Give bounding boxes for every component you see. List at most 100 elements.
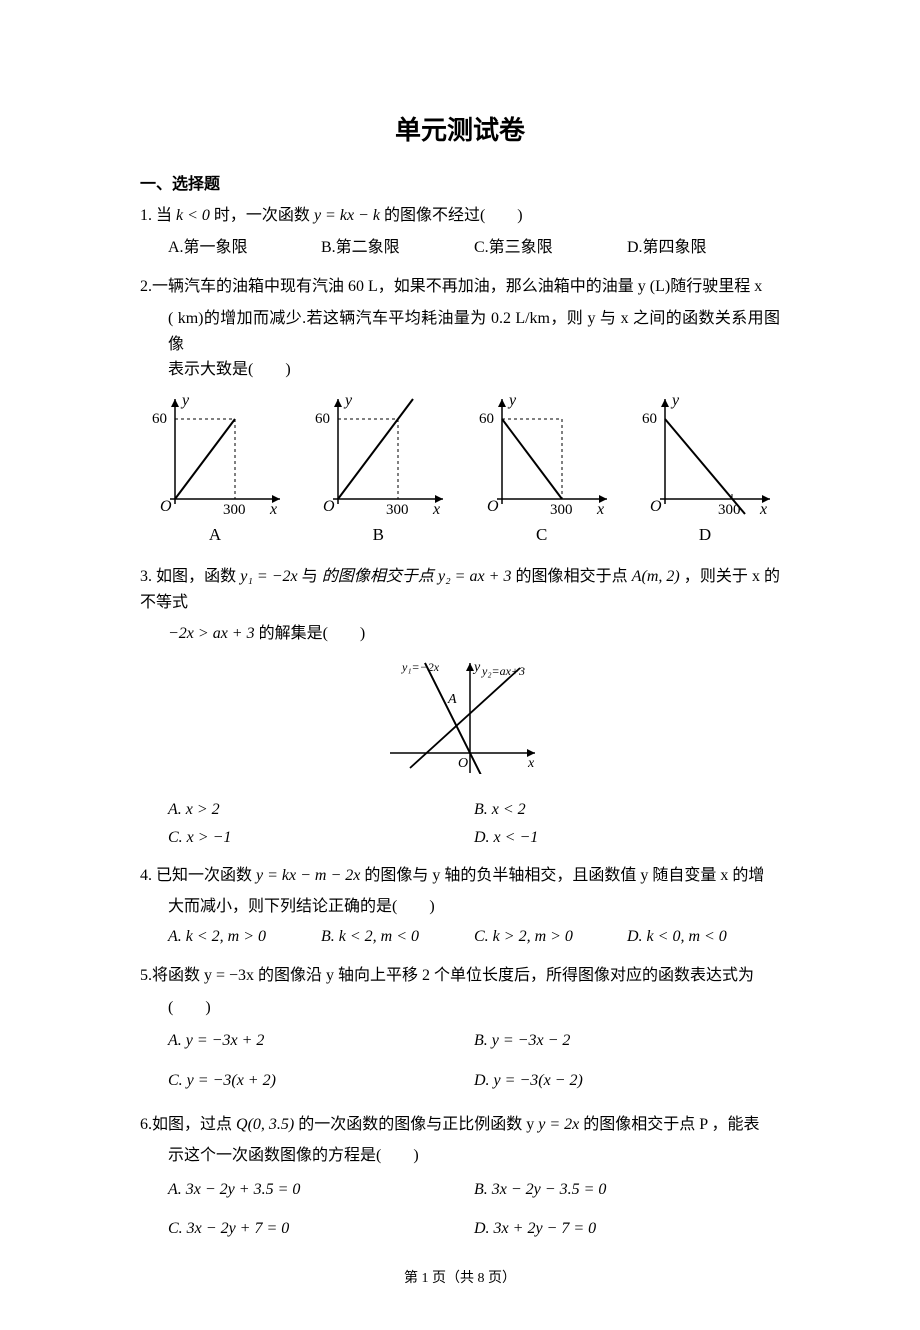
- q6-stem-a: 6.如图，过点: [140, 1116, 236, 1133]
- q4-stem-a: 4. 已知一次函数: [140, 867, 256, 884]
- q3-ineq: −2x > ax + 3: [168, 625, 255, 642]
- q5-opt-d: D. y = −3(x − 2): [474, 1068, 780, 1094]
- q1-stem-mid: 时，一次函数: [214, 207, 310, 224]
- q3-f1: y₁ = −2x: [240, 568, 297, 585]
- svg-text:x: x: [596, 501, 604, 518]
- svg-text:x: x: [269, 501, 277, 518]
- q1-opt-a: A.第一象限: [168, 235, 321, 261]
- q1-opt-c: C.第三象限: [474, 235, 627, 261]
- q4-stem-b: 的图像与 y 轴的负半轴相交，且函数值 y 随自变量 x 的增: [364, 867, 764, 884]
- q1-stem-prefix: 1. 当: [140, 207, 172, 224]
- question-5-line2: ( ): [140, 995, 780, 1021]
- q2-graphs: 60 300 O x y A 60 300 O x y B: [140, 389, 780, 548]
- svg-text:y₁=−2x: y₁=−2x: [401, 660, 440, 674]
- q6-stem-c: 的图像相交于点 P ，能表: [583, 1116, 759, 1133]
- svg-text:300: 300: [386, 502, 409, 518]
- q5-opts-row2: C. y = −3(x + 2) D. y = −3(x − 2): [140, 1068, 780, 1094]
- question-4-line2: 大而减小，则下列结论正确的是( ): [140, 894, 780, 920]
- page-title: 单元测试卷: [140, 110, 780, 152]
- svg-text:y: y: [343, 392, 353, 409]
- svg-text:y: y: [180, 392, 190, 409]
- svg-text:O: O: [160, 498, 172, 515]
- q6-opt-a: A. 3x − 2y + 3.5 = 0: [168, 1177, 474, 1203]
- q6-opt-d: D. 3x + 2y − 7 = 0: [474, 1216, 780, 1242]
- q2a-ytick: 60: [152, 411, 167, 427]
- q6-pt: Q(0, 3.5): [236, 1116, 294, 1133]
- q5-opts-row1: A. y = −3x + 2 B. y = −3x − 2: [140, 1028, 780, 1054]
- q3-opt-b: B. x < 2: [474, 797, 780, 823]
- question-4: 4. 已知一次函数 y = kx − m − 2x 的图像与 y 轴的负半轴相交…: [140, 863, 780, 889]
- question-2-line3: 表示大致是( ): [140, 357, 780, 383]
- q3-stem-b: 与: [302, 568, 322, 585]
- svg-text:x: x: [527, 756, 535, 771]
- svg-text:x: x: [759, 501, 767, 518]
- q4-opt-b: B. k < 2, m < 0: [321, 924, 474, 950]
- q3-f2: 的图像相交于点: [322, 568, 438, 585]
- q3-opt-a: A. x > 2: [168, 797, 474, 823]
- q3-stem-a: 3. 如图，函数: [140, 568, 240, 585]
- svg-text:60: 60: [642, 411, 657, 427]
- q2-label-b: B: [303, 521, 453, 548]
- svg-text:y: y: [507, 392, 517, 409]
- q4-opt-a: A. k < 2, m > 0: [168, 924, 321, 950]
- svg-text:60: 60: [315, 411, 330, 427]
- q1-options: A.第一象限 B.第二象限 C.第三象限 D.第四象限: [140, 235, 780, 261]
- q6-func: y = 2x: [538, 1116, 579, 1133]
- question-3: 3. 如图，函数 y₁ = −2x 与 的图像相交于点 y₂ = ax + 3 …: [140, 564, 780, 615]
- q6-opts-row2: C. 3x − 2y + 7 = 0 D. 3x + 2y − 7 = 0: [140, 1216, 780, 1242]
- q2-graph-c: 60 300 O x y C: [467, 389, 617, 548]
- q1-func: y = kx − k: [314, 207, 380, 224]
- q3-f2b: y₂ = ax + 3: [438, 568, 511, 585]
- q6-opt-c: C. 3x − 2y + 7 = 0: [168, 1216, 474, 1242]
- svg-text:60: 60: [479, 411, 494, 427]
- q6-opts-row1: A. 3x − 2y + 3.5 = 0 B. 3x − 2y − 3.5 = …: [140, 1177, 780, 1203]
- q2-graph-a: 60 300 O x y A: [140, 389, 290, 548]
- q3-stem-c: 的图像相交于点: [516, 568, 632, 585]
- question-2-line2: ( km)的增加而减少.若这辆汽车平均耗油量为 0.2 L/km，则 y 与 x…: [140, 306, 780, 357]
- q3-stem-e: 的解集是( ): [259, 625, 366, 642]
- svg-text:y: y: [670, 392, 680, 409]
- question-1: 1. 当 k < 0 时，一次函数 y = kx − k 的图像不经过( ): [140, 203, 780, 229]
- q3-opt-d: D. x < −1: [474, 825, 780, 851]
- q4-func: y = kx − m − 2x: [256, 867, 360, 884]
- svg-text:y₂=ax+3: y₂=ax+3: [481, 664, 525, 678]
- q2-label-d: D: [630, 521, 780, 548]
- q5-opt-c: C. y = −3(x + 2): [168, 1068, 474, 1094]
- svg-text:x: x: [432, 501, 440, 518]
- q1-opt-b: B.第二象限: [321, 235, 474, 261]
- section-head-1: 一、选择题: [140, 172, 780, 198]
- q3-opts-row1: A. x > 2 B. x < 2: [140, 797, 780, 823]
- q5-opt-a: A. y = −3x + 2: [168, 1028, 474, 1054]
- q2-graph-d: 60 300 O x y D: [630, 389, 780, 548]
- svg-text:300: 300: [550, 502, 573, 518]
- q5-opt-b: B. y = −3x − 2: [474, 1028, 780, 1054]
- svg-text:O: O: [458, 756, 468, 771]
- question-6: 6.如图，过点 Q(0, 3.5) 的一次函数的图像与正比例函数 y y = 2…: [140, 1112, 780, 1138]
- svg-text:O: O: [650, 498, 662, 515]
- q3-figure: A O x y y₁=−2x y₂=ax+3: [140, 653, 780, 792]
- q3-opts-row2: C. x > −1 D. x < −1: [140, 825, 780, 851]
- question-5: 5.将函数 y = −3x 的图像沿 y 轴向上平移 2 个单位长度后，所得图像…: [140, 963, 780, 989]
- q4-opt-d: D. k < 0, m < 0: [627, 924, 780, 950]
- q4-options: A. k < 2, m > 0 B. k < 2, m < 0 C. k > 2…: [140, 924, 780, 950]
- svg-text:y: y: [472, 660, 481, 675]
- svg-text:O: O: [323, 498, 335, 515]
- question-3-line2: −2x > ax + 3 的解集是( ): [140, 621, 780, 647]
- q2-label-c: C: [467, 521, 617, 548]
- svg-text:300: 300: [718, 502, 741, 518]
- svg-text:O: O: [487, 498, 499, 515]
- q6-stem-b: 的一次函数的图像与正比例函数 y: [298, 1116, 538, 1133]
- q3-opt-c: C. x > −1: [168, 825, 474, 851]
- svg-text:A: A: [447, 692, 457, 707]
- q4-opt-c: C. k > 2, m > 0: [474, 924, 627, 950]
- q1-opt-d: D.第四象限: [627, 235, 780, 261]
- question-2-line1: 2.一辆汽车的油箱中现有汽油 60 L，如果不再加油，那么油箱中的油量 y (L…: [140, 274, 780, 300]
- q6-opt-b: B. 3x − 2y − 3.5 = 0: [474, 1177, 780, 1203]
- q1-stem-suffix: 的图像不经过( ): [384, 207, 523, 224]
- question-6-line2: 示这个一次函数图像的方程是( ): [140, 1143, 780, 1169]
- q2-graph-b: 60 300 O x y B: [303, 389, 453, 548]
- page-footer: 第 1 页（共 8 页）: [140, 1268, 780, 1290]
- q2a-xtick: 300: [223, 502, 246, 518]
- q3-pt: A(m, 2): [632, 568, 680, 585]
- q1-cond: k < 0: [176, 207, 210, 224]
